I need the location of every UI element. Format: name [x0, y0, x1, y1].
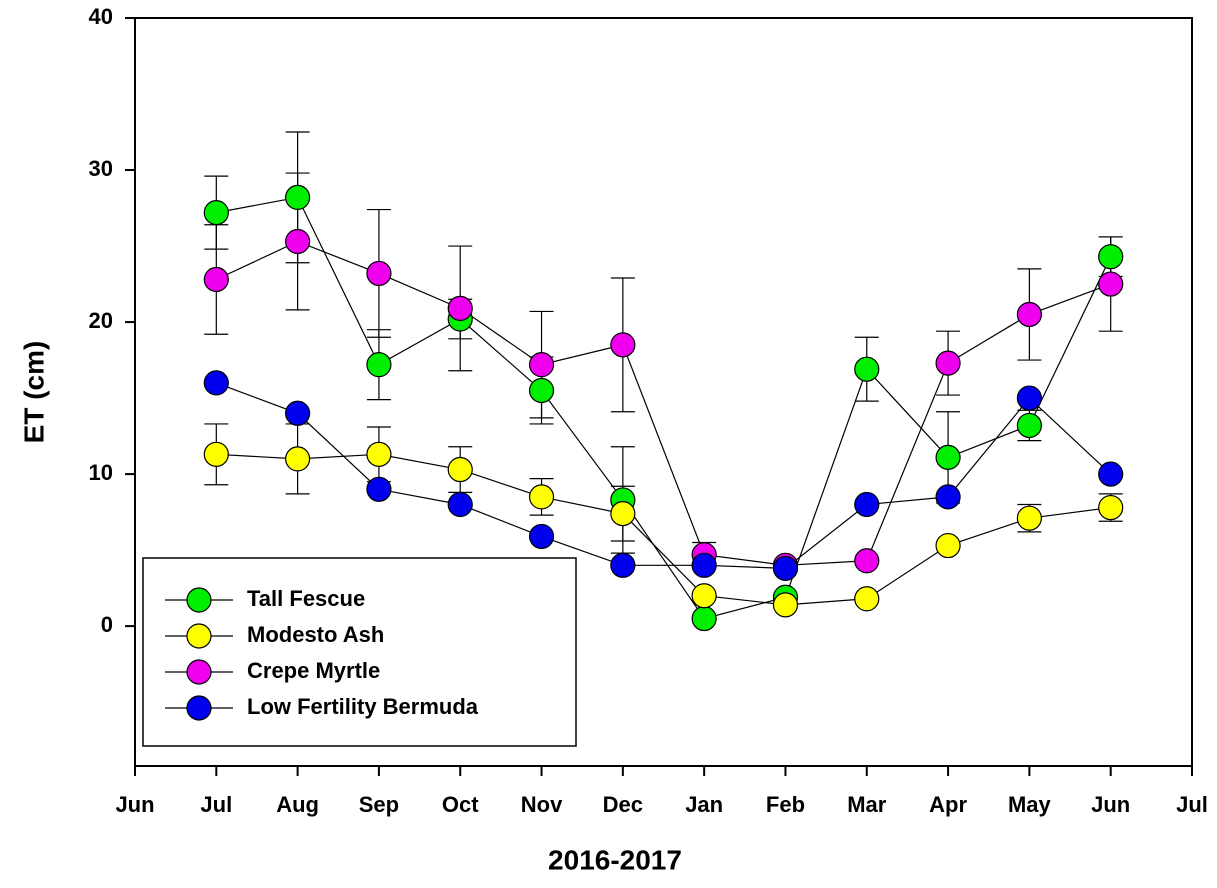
series-line — [216, 382, 1112, 569]
marker — [1098, 244, 1124, 270]
x-tick-label: Nov — [521, 792, 563, 817]
marker — [203, 441, 229, 467]
marker — [285, 400, 311, 426]
x-tick-label: Aug — [276, 792, 319, 817]
x-axis-label: 2016-2017 — [548, 844, 682, 875]
marker — [447, 456, 473, 483]
marker — [1098, 271, 1124, 297]
x-tick-label: Mar — [847, 792, 887, 817]
marker — [528, 484, 555, 510]
x-tick-label: Jun — [115, 792, 154, 817]
y-axis-label: ET (cm) — [18, 341, 49, 444]
legend-marker — [186, 587, 212, 613]
marker — [935, 532, 961, 559]
y-tick-label: 20 — [89, 308, 113, 333]
marker — [203, 266, 229, 293]
marker — [935, 350, 961, 376]
marker — [854, 586, 880, 612]
series-line — [216, 240, 1111, 566]
marker — [691, 552, 717, 578]
marker — [366, 476, 392, 502]
legend-marker — [186, 695, 212, 721]
x-tick-label: Jun — [1091, 792, 1130, 817]
y-tick-label: 10 — [89, 460, 113, 485]
legend-box — [142, 557, 577, 747]
legend-label: Modesto Ash — [247, 622, 384, 647]
marker — [203, 370, 229, 396]
marker — [691, 583, 717, 609]
legend-label: Low Fertility Bermuda — [247, 694, 479, 719]
legend-label: Tall Fescue — [247, 586, 365, 611]
y-tick-label: 0 — [101, 612, 113, 637]
marker — [447, 491, 473, 518]
x-tick-label: Oct — [442, 792, 479, 817]
marker — [1098, 494, 1124, 521]
marker — [285, 184, 311, 210]
x-tick-label: Sep — [359, 792, 399, 817]
x-tick-label: Dec — [603, 792, 643, 817]
marker — [610, 332, 636, 358]
legend-label: Crepe Myrtle — [247, 658, 380, 683]
marker — [772, 592, 799, 618]
legend-marker — [186, 659, 212, 685]
x-tick-label: May — [1008, 792, 1052, 817]
x-tick-label: Apr — [929, 792, 967, 817]
legend-marker — [186, 623, 212, 649]
marker — [610, 552, 636, 578]
x-tick-label: Jan — [685, 792, 723, 817]
marker — [1016, 505, 1042, 531]
x-tick-label: Jul — [1176, 792, 1208, 817]
marker — [203, 200, 229, 226]
marker — [447, 295, 473, 321]
marker — [935, 484, 961, 510]
y-tick-label: 40 — [89, 4, 113, 29]
marker — [1016, 385, 1042, 411]
marker — [366, 441, 392, 467]
y-tick-label: 30 — [89, 156, 113, 181]
marker — [528, 352, 555, 378]
marker — [935, 444, 961, 470]
marker — [366, 260, 392, 287]
marker — [854, 356, 880, 382]
marker — [854, 548, 880, 574]
marker — [528, 523, 555, 550]
marker — [285, 446, 311, 472]
marker — [854, 491, 880, 518]
marker — [366, 352, 392, 378]
marker — [772, 555, 799, 581]
marker — [285, 228, 311, 255]
marker — [1098, 461, 1124, 487]
series-line — [216, 453, 1111, 606]
x-tick-label: Feb — [766, 792, 805, 817]
marker — [610, 501, 636, 527]
marker — [528, 377, 555, 404]
marker — [1016, 301, 1042, 328]
series-line — [216, 196, 1112, 620]
plot-frame — [134, 17, 1193, 767]
x-tick-label: Jul — [200, 792, 232, 817]
marker — [691, 605, 717, 632]
marker — [1016, 412, 1042, 439]
